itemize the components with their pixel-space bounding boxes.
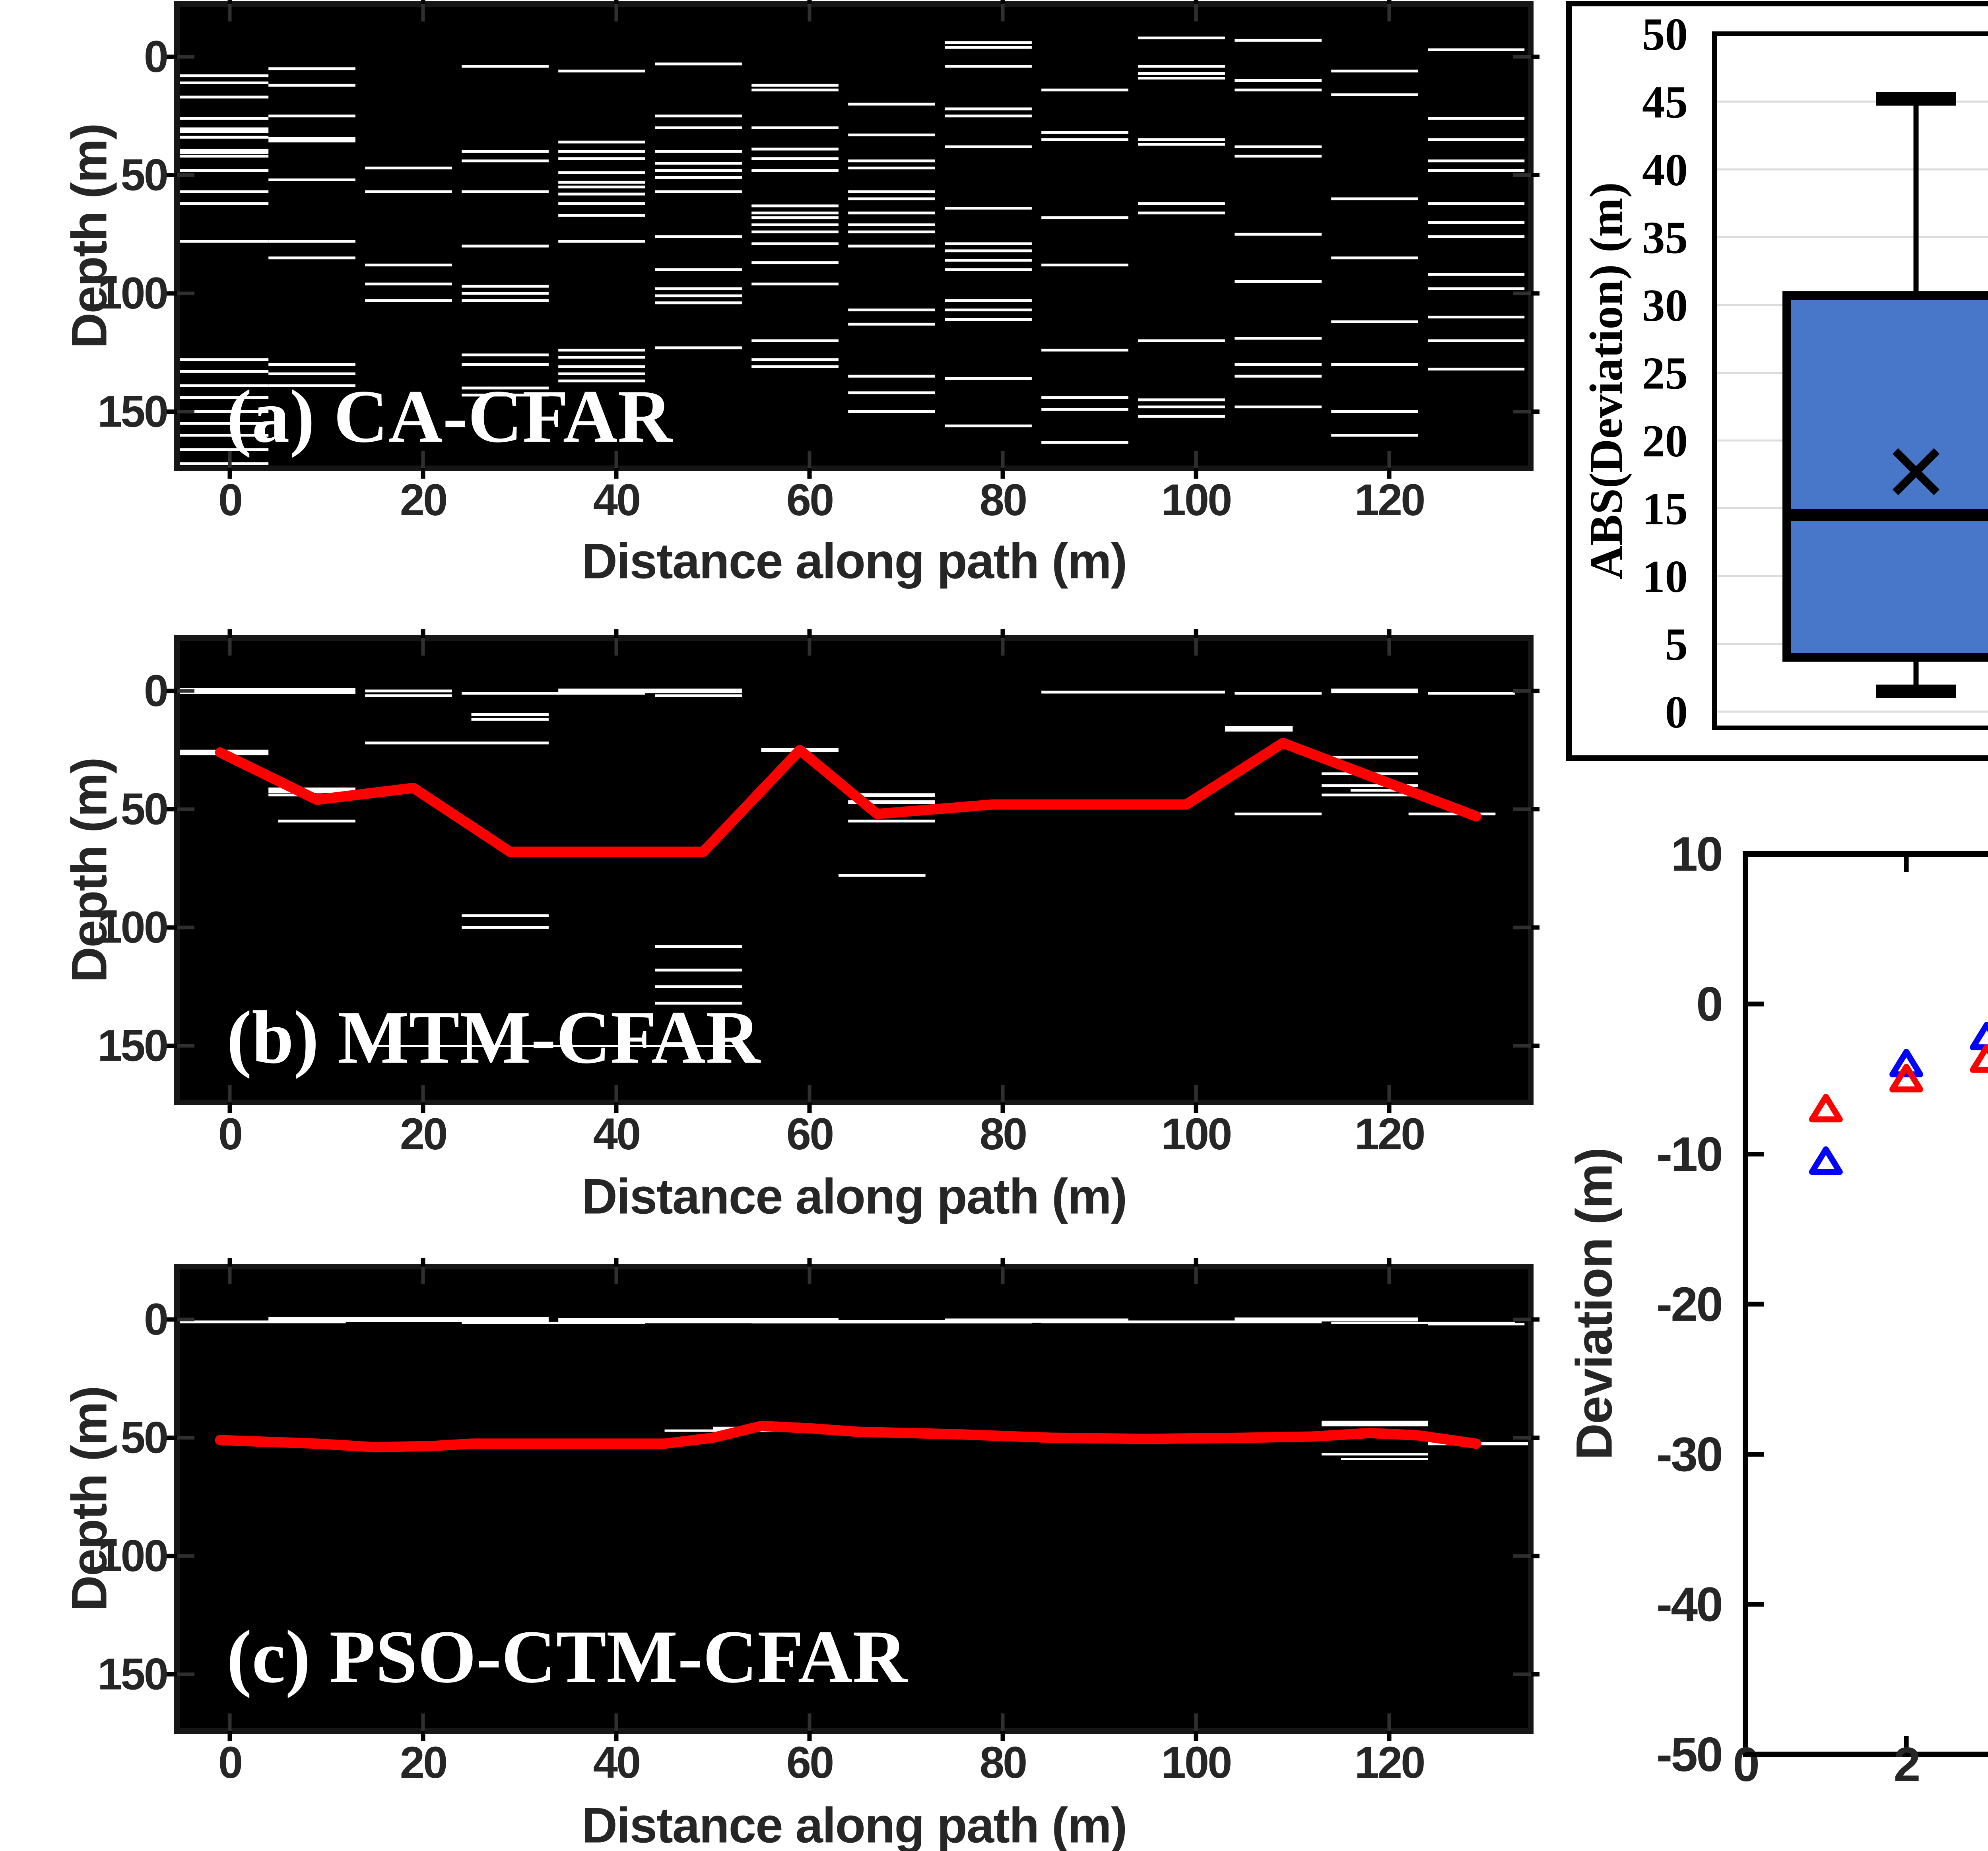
svg-text:50: 50	[1642, 9, 1688, 60]
svg-text:35: 35	[1642, 213, 1688, 263]
svg-text:10: 10	[1642, 551, 1688, 602]
svg-text:100: 100	[1161, 1738, 1231, 1787]
panel-d-ylabel: ABS(Deviation) (m)	[1580, 182, 1632, 580]
svg-text:100: 100	[97, 268, 167, 318]
radargram-b: 0 20 40 60 80 100 120 0 50 100 150	[97, 629, 1540, 1159]
svg-text:100: 100	[1161, 475, 1231, 525]
panel-e-ylabel: Deviation (m)	[1566, 1148, 1623, 1460]
svg-text:0: 0	[1665, 687, 1688, 737]
panel-c-ylabel: Depth (m)	[62, 1386, 117, 1611]
svg-text:20: 20	[400, 475, 447, 525]
data-point	[1809, 1094, 1843, 1123]
svg-text:20: 20	[400, 1109, 447, 1159]
panel-c-xlabel: Distance along path (m)	[581, 1798, 1128, 1851]
panel-c-label: (c) PSO-CTM-CFAR	[227, 1615, 907, 1699]
svg-text:120: 120	[1355, 475, 1424, 525]
svg-text:40: 40	[593, 1109, 640, 1159]
svg-text:50: 50	[120, 784, 167, 834]
data-point	[1889, 1063, 1924, 1092]
svg-text:100: 100	[97, 1531, 167, 1581]
svg-text:0: 0	[1696, 977, 1722, 1031]
panel-a-ylabel: Depth (m)	[62, 124, 117, 349]
svg-text:0: 0	[218, 1109, 241, 1159]
svg-text:2: 2	[1894, 1737, 1919, 1791]
radargram-c: 0 20 40 60 80 100 120 0 50 100 150	[97, 1258, 1540, 1787]
panel-a-label: (a) CA-CFAR	[227, 375, 672, 458]
svg-text:-40: -40	[1656, 1577, 1722, 1632]
detection-segments	[172, 36, 1525, 472]
svg-text:80: 80	[980, 1109, 1026, 1159]
svg-text:-50: -50	[1656, 1727, 1722, 1781]
axes-c: 0 20 40 60 80 100 120 0 50 100 150	[97, 1258, 1540, 1787]
svg-text:0: 0	[144, 32, 167, 81]
svg-text:150: 150	[97, 1649, 167, 1699]
panel-b-xlabel: Distance along path (m)	[581, 1169, 1128, 1224]
svg-text:20: 20	[400, 1738, 447, 1787]
svg-text:45: 45	[1642, 77, 1688, 128]
svg-text:120: 120	[1355, 1738, 1424, 1787]
svg-text:0: 0	[1733, 1737, 1758, 1791]
svg-text:0: 0	[144, 1294, 167, 1344]
pick-line	[215, 737, 1481, 857]
svg-text:80: 80	[980, 1738, 1026, 1787]
svg-text:30: 30	[1642, 280, 1688, 331]
data-point	[1889, 1049, 1924, 1077]
scatter-series-PSO-CTM-CFAR	[1809, 1044, 1988, 1123]
svg-text:150: 150	[97, 387, 167, 437]
radargram-a: 0 20 40 60 80 100 120 0 50 100 150	[97, 0, 1540, 525]
svg-text:60: 60	[786, 1109, 833, 1159]
svg-text:-20: -20	[1656, 1277, 1722, 1331]
box-series-MTM-CFAR	[1782, 92, 1988, 698]
svg-text:-10: -10	[1656, 1127, 1722, 1181]
svg-text:120: 120	[1355, 1109, 1424, 1159]
svg-text:50: 50	[120, 150, 167, 200]
svg-text:20: 20	[1642, 416, 1688, 466]
svg-text:60: 60	[786, 1738, 833, 1787]
svg-text:100: 100	[97, 902, 167, 952]
svg-text:80: 80	[980, 475, 1026, 525]
svg-text:0: 0	[218, 1738, 241, 1787]
detection-segments	[172, 688, 1515, 1047]
panel-a-xlabel: Distance along path (m)	[581, 534, 1128, 589]
data-point	[1809, 1146, 1843, 1175]
boxplot-d: 0 5 10 15 20 25 30 35 40 45 50	[1566, 1, 1988, 761]
panel-b-label: (b) MTM-CFAR	[227, 996, 760, 1079]
svg-text:100: 100	[1161, 1109, 1231, 1159]
svg-text:40: 40	[1642, 145, 1688, 195]
svg-text:5: 5	[1665, 619, 1688, 670]
svg-text:-30: -30	[1656, 1427, 1722, 1481]
svg-text:60: 60	[786, 475, 833, 525]
svg-text:150: 150	[97, 1021, 167, 1071]
svg-text:50: 50	[120, 1413, 167, 1463]
panel-b-ylabel: Depth (m)	[62, 758, 117, 983]
scatter-e: 02468101214100-10-20-30-40-50	[1656, 827, 1988, 1791]
svg-text:0: 0	[218, 475, 241, 525]
axes-b: 0 20 40 60 80 100 120 0 50 100 150	[97, 629, 1540, 1159]
svg-text:15: 15	[1642, 484, 1688, 534]
data-point	[1970, 1044, 1988, 1073]
svg-text:0: 0	[144, 666, 167, 716]
svg-text:40: 40	[593, 1738, 640, 1787]
axes-a: 0 20 40 60 80 100 120 0 50 100 150	[97, 0, 1540, 525]
svg-text:25: 25	[1642, 348, 1688, 399]
svg-text:10: 10	[1671, 827, 1722, 881]
pick-line	[215, 1420, 1481, 1453]
svg-text:40: 40	[593, 475, 640, 525]
